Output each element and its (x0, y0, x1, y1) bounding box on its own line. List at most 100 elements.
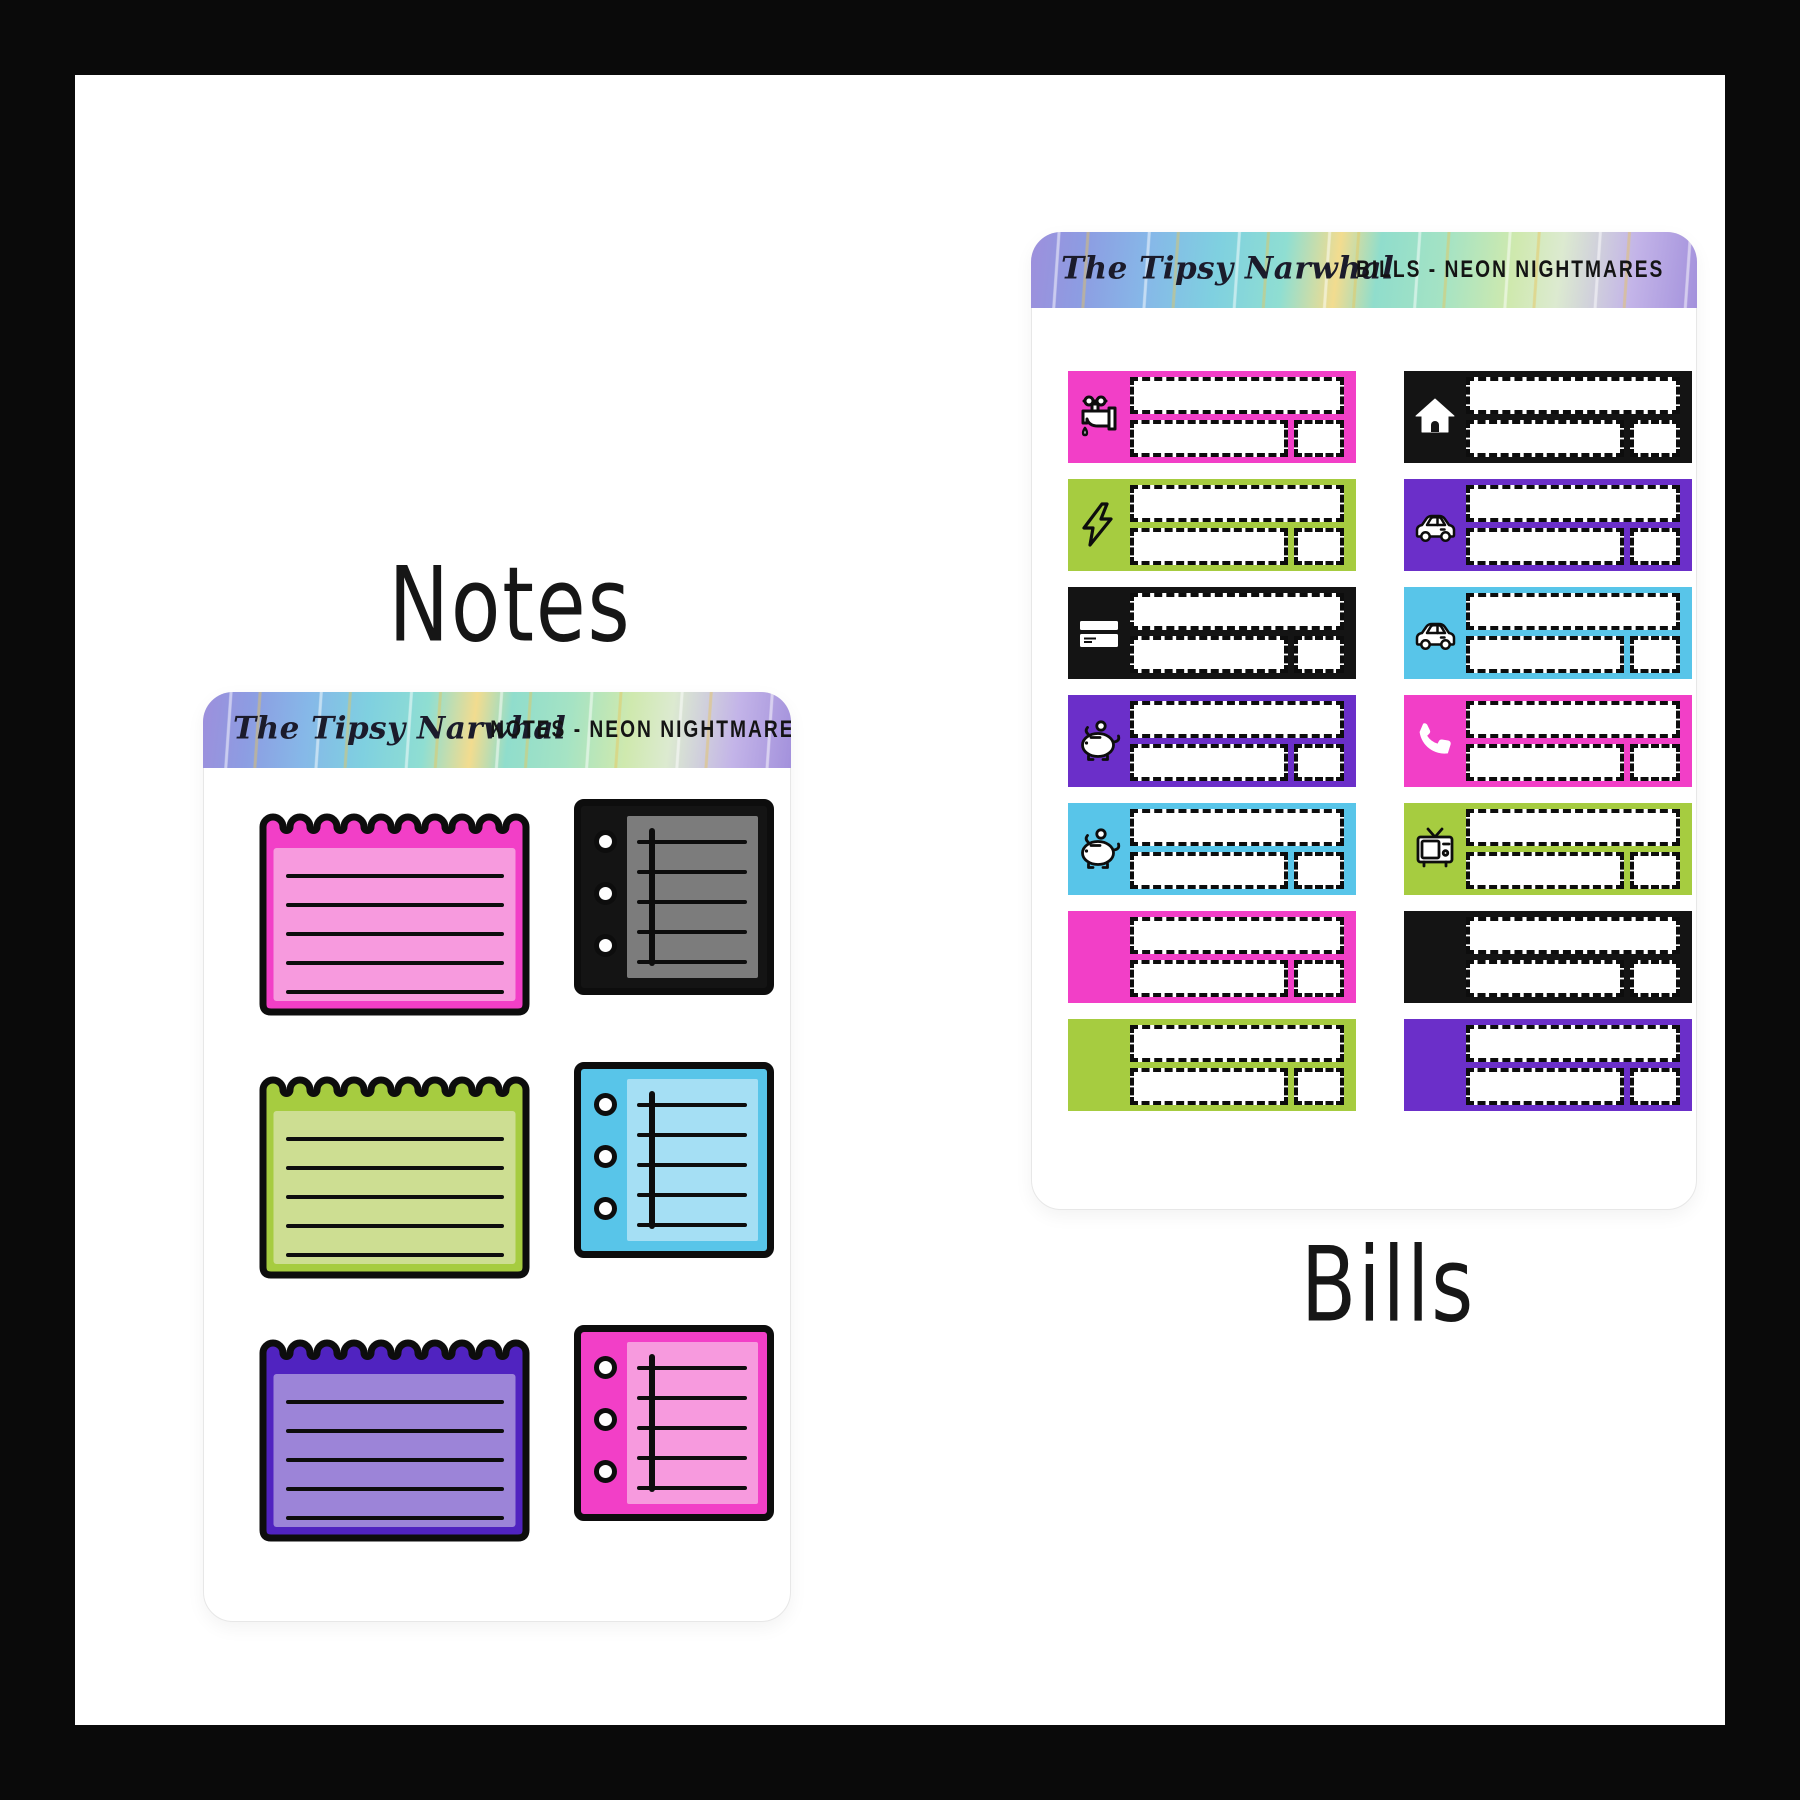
punch-hole-icon (594, 882, 617, 905)
bills-sheet-title: BILLS - NEON NIGHTMARES (1356, 256, 1665, 283)
bill-paid-check-box (1630, 636, 1680, 673)
piggy-bank-icon (1075, 825, 1123, 873)
bill-amount-box (1130, 744, 1288, 781)
bill-label-box (1466, 701, 1680, 738)
ruled-line (637, 1223, 747, 1227)
ruled-line (637, 930, 747, 934)
credit-card-icon (1075, 609, 1123, 657)
bills-sticker-sheet: The Tipsy Narwhal BILLS - NEON NIGHTMARE… (1031, 232, 1697, 1210)
lightning-icon (1075, 501, 1123, 549)
bill-amount-box (1130, 528, 1288, 565)
bill-amount-box (1466, 1068, 1624, 1105)
punch-hole-icon (594, 1460, 617, 1483)
ring-note-sticker-pink (574, 1325, 774, 1521)
bill-paid-check-box (1630, 528, 1680, 565)
notes-sticker-sheet: The Tipsy Narwhal NOTES - NEON NIGHTMARE… (203, 692, 791, 1622)
bill-label-box (1130, 485, 1344, 522)
faucet-icon (1075, 393, 1123, 441)
bill-label-box (1130, 809, 1344, 846)
bill-sticker-car (1404, 587, 1692, 679)
punch-hole-icon (594, 1408, 617, 1431)
bill-sticker-mortgage (1404, 371, 1692, 463)
bill-amount-box (1130, 1068, 1288, 1105)
bill-sticker-credit-card (1068, 587, 1356, 679)
bill-amount-box (1466, 744, 1624, 781)
ruled-line (637, 1396, 747, 1400)
margin-line (649, 1354, 655, 1492)
ruled-line (637, 1163, 747, 1167)
torn-note-sticker-pink (252, 791, 537, 1019)
bill-label-box (1130, 701, 1344, 738)
ruled-line (637, 1426, 747, 1430)
bills-left-column (1068, 371, 1356, 1111)
car-icon (1411, 501, 1459, 549)
ruled-line (637, 840, 747, 844)
bill-sticker-blank (1404, 911, 1692, 1003)
bill-amount-box (1466, 852, 1624, 889)
bill-paid-check-box (1630, 744, 1680, 781)
margin-line (649, 1091, 655, 1229)
bill-label-box (1130, 917, 1344, 954)
bill-sticker-electric (1068, 479, 1356, 571)
bill-sticker-phone (1404, 695, 1692, 787)
notes-section-label: Notes (388, 543, 632, 666)
notes-sheet-header: The Tipsy Narwhal NOTES - NEON NIGHTMARE… (203, 692, 791, 768)
ruled-line (637, 900, 747, 904)
bill-sticker-car (1404, 479, 1692, 571)
ruled-line (637, 960, 747, 964)
bill-label-box (1466, 593, 1680, 630)
bill-amount-box (1130, 420, 1288, 457)
tv-icon (1411, 825, 1459, 873)
bill-paid-check-box (1294, 960, 1344, 997)
bill-label-box (1466, 377, 1680, 414)
bill-sticker-blank (1068, 1019, 1356, 1111)
bill-label-box (1466, 809, 1680, 846)
bill-amount-box (1130, 852, 1288, 889)
bills-sheet-header: The Tipsy Narwhal BILLS - NEON NIGHTMARE… (1031, 232, 1697, 308)
bill-paid-check-box (1630, 852, 1680, 889)
bill-paid-check-box (1294, 852, 1344, 889)
phone-icon (1411, 717, 1459, 765)
piggy-bank-icon (1075, 717, 1123, 765)
bill-paid-check-box (1630, 1068, 1680, 1105)
bill-label-box (1466, 485, 1680, 522)
bill-paid-check-box (1294, 1068, 1344, 1105)
bill-sticker-blank (1068, 911, 1356, 1003)
ruled-line (637, 870, 747, 874)
margin-line (649, 828, 655, 966)
punch-hole-icon (594, 1197, 617, 1220)
bill-label-box (1130, 377, 1344, 414)
bill-paid-check-box (1630, 960, 1680, 997)
ruled-line (637, 1193, 747, 1197)
bill-paid-check-box (1630, 420, 1680, 457)
bill-amount-box (1466, 420, 1624, 457)
bill-paid-check-box (1294, 744, 1344, 781)
bill-amount-box (1466, 528, 1624, 565)
bill-amount-box (1466, 636, 1624, 673)
bill-label-box (1466, 917, 1680, 954)
house-icon (1411, 393, 1459, 441)
brand-name: The Tipsy Narwhal (233, 710, 567, 747)
bill-paid-check-box (1294, 528, 1344, 565)
bill-paid-check-box (1294, 420, 1344, 457)
car-icon (1411, 609, 1459, 657)
ruled-line (637, 1133, 747, 1137)
torn-note-sticker-green (252, 1054, 537, 1282)
bill-amount-box (1130, 636, 1288, 673)
bill-sticker-tv (1404, 803, 1692, 895)
bill-amount-box (1130, 960, 1288, 997)
torn-note-sticker-purple (252, 1317, 537, 1545)
punch-hole-icon (594, 1356, 617, 1379)
bill-sticker-blank (1404, 1019, 1692, 1111)
punch-hole-icon (594, 934, 617, 957)
white-backdrop: Notes Bills The Tipsy Narwhal NOTES - NE… (75, 75, 1725, 1725)
bills-right-column (1404, 371, 1692, 1111)
ring-note-sticker-blue (574, 1062, 774, 1258)
bill-amount-box (1466, 960, 1624, 997)
bill-label-box (1130, 593, 1344, 630)
bill-paid-check-box (1294, 636, 1344, 673)
ruled-line (637, 1456, 747, 1460)
brand-name: The Tipsy Narwhal (1061, 250, 1395, 287)
ruled-line (637, 1486, 747, 1490)
punch-hole-icon (594, 1145, 617, 1168)
